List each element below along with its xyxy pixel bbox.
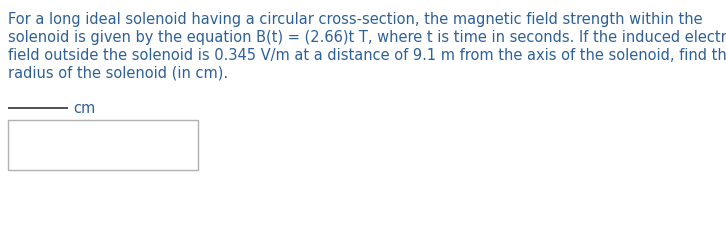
- Text: radius of the solenoid (in cm).: radius of the solenoid (in cm).: [8, 66, 228, 81]
- Text: field outside the solenoid is 0.345 V/m at a distance of 9.1 m from the axis of : field outside the solenoid is 0.345 V/m …: [8, 48, 726, 63]
- Text: For a long ideal solenoid having a circular cross-section, the magnetic field st: For a long ideal solenoid having a circu…: [8, 12, 703, 27]
- Text: cm: cm: [73, 101, 95, 116]
- FancyBboxPatch shape: [8, 120, 198, 170]
- Text: solenoid is given by the equation B(t) = (2.66)t T, where t is time in seconds. : solenoid is given by the equation B(t) =…: [8, 30, 726, 45]
